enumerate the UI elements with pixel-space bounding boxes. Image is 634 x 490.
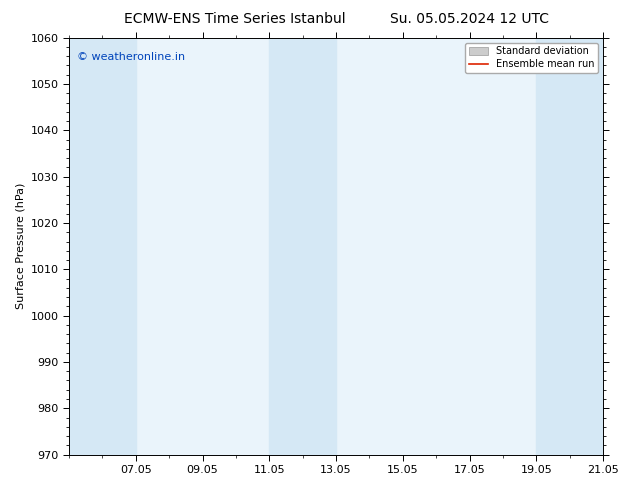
Bar <box>69 38 136 455</box>
Text: Su. 05.05.2024 12 UTC: Su. 05.05.2024 12 UTC <box>390 12 548 26</box>
Text: ECMW-ENS Time Series Istanbul: ECMW-ENS Time Series Istanbul <box>124 12 346 26</box>
Bar <box>536 38 603 455</box>
Y-axis label: Surface Pressure (hPa): Surface Pressure (hPa) <box>15 183 25 309</box>
Bar <box>269 38 336 455</box>
Legend: Standard deviation, Ensemble mean run: Standard deviation, Ensemble mean run <box>465 43 598 74</box>
Text: © weatheronline.in: © weatheronline.in <box>77 52 185 62</box>
